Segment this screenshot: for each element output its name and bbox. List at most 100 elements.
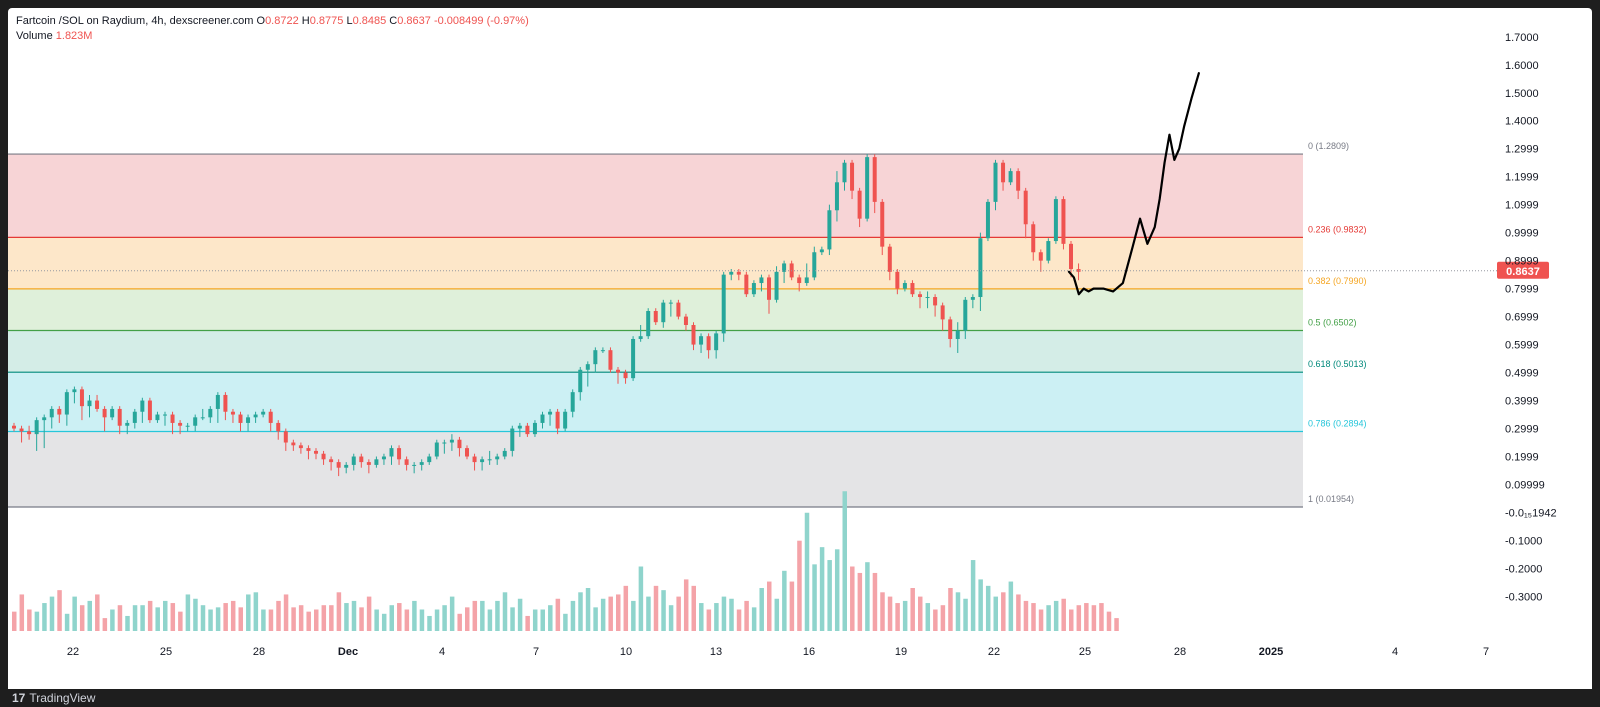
high-value: 0.8775: [309, 15, 344, 27]
volume-bar: [27, 609, 32, 631]
candle-body: [329, 459, 334, 463]
candle-body: [963, 299, 968, 331]
candle-body: [465, 448, 469, 457]
candle-body: [706, 336, 711, 351]
candle-body: [404, 459, 409, 465]
volume-bar: [268, 609, 274, 631]
candle-body: [449, 439, 454, 443]
chart-frame[interactable]: 0 (1.2809) 0.236 (0.9832) 0.382 (0.7990) 0.…: [8, 8, 1592, 696]
volume-bar: [970, 560, 976, 631]
tradingview-logo[interactable]: 17 TradingView: [12, 691, 95, 705]
volume-bar: [147, 600, 153, 631]
volume-bar: [985, 585, 991, 631]
price-tick-label: 1.5000: [1505, 88, 1539, 100]
candle-body: [985, 201, 990, 239]
volume-bar: [427, 615, 432, 631]
candle-body: [351, 456, 356, 465]
time-tick-label: 2025: [1259, 646, 1283, 658]
volume-bar: [978, 579, 983, 631]
volume-bar: [1053, 600, 1059, 631]
candle-body: [933, 297, 938, 306]
volume-bar: [1091, 605, 1097, 631]
volume-bar: [185, 594, 191, 631]
fib-label: 0.236 (0.9832): [1308, 224, 1367, 234]
volume-bar: [661, 590, 666, 631]
volume-bar: [729, 598, 734, 631]
volume-bar: [910, 588, 915, 631]
candle-body: [253, 414, 258, 418]
candle-body: [646, 311, 651, 337]
candle-body: [155, 414, 160, 421]
volume-bar: [49, 596, 55, 631]
volume-bar: [948, 588, 953, 631]
volume-bar: [736, 609, 742, 631]
candle-body: [948, 319, 953, 339]
candle-body: [215, 394, 220, 409]
candle-body: [812, 252, 817, 278]
volume-bar: [1001, 592, 1006, 631]
volume-bar: [306, 611, 311, 631]
volume-bar: [623, 585, 629, 631]
candle-body: [555, 411, 560, 429]
candle-body: [759, 277, 764, 284]
price-tick-label: 0.9999: [1505, 228, 1539, 240]
volume-bar: [555, 598, 561, 631]
candle-body: [540, 414, 545, 423]
candle-body: [110, 408, 115, 418]
candle-body: [895, 271, 900, 289]
candle-body: [827, 210, 832, 250]
candle-body: [200, 417, 205, 419]
candle-body: [298, 445, 303, 449]
volume-bar: [517, 598, 523, 631]
volume-bar: [616, 594, 621, 631]
volume-bar: [812, 564, 817, 631]
volume-bar: [79, 605, 85, 631]
volume-bar: [857, 572, 863, 631]
price-tick-label: 0.2999: [1505, 424, 1539, 436]
candle-body: [64, 392, 69, 415]
candle-body: [751, 283, 756, 295]
volume-bar: [208, 609, 213, 631]
high-label: H: [301, 15, 310, 27]
volume-bar: [329, 605, 334, 631]
candle-body: [744, 274, 749, 295]
volume-bar: [940, 605, 946, 631]
volume-bar: [170, 603, 176, 631]
volume-bar: [1023, 600, 1029, 631]
candle-body: [132, 411, 137, 423]
volume-bar: [532, 609, 538, 631]
volume-bar: [253, 592, 259, 631]
candle-body: [381, 456, 386, 460]
volume-bar: [880, 592, 885, 631]
volume-bar: [502, 592, 508, 631]
candle-body: [510, 428, 515, 451]
candle-body: [283, 431, 288, 443]
candle-body: [434, 442, 439, 457]
candle-body: [850, 162, 855, 191]
volume-bar: [963, 598, 968, 631]
volume-bar: [1084, 603, 1089, 631]
volume-bar: [653, 585, 659, 631]
candle-body: [140, 400, 145, 412]
fib-label: 0.5 (0.6502): [1308, 318, 1357, 328]
chart-canvas[interactable]: 0 (1.2809) 0.236 (0.9832) 0.382 (0.7990) 0.…: [8, 8, 1592, 696]
candle-body: [276, 422, 281, 432]
volume-bar: [495, 600, 500, 631]
price-tick-label: 0.3999: [1505, 396, 1539, 408]
chart-legend: Fartcoin /SOL on Raydium, 4h, dexscreene…: [16, 14, 529, 44]
candle-body: [691, 324, 696, 345]
candle-body: [95, 400, 100, 409]
volume-bar: [487, 609, 493, 631]
candle-body: [834, 182, 839, 211]
time-tick-label: 10: [620, 646, 632, 658]
close-value: 0.8637: [397, 15, 431, 27]
footer-bar: 17 TradingView: [0, 689, 1600, 707]
price-tick-label: -0.1000: [1505, 535, 1542, 547]
volume-bar: [238, 607, 243, 631]
tradingview-icon: 17: [12, 691, 26, 705]
time-tick-label: 4: [439, 646, 445, 658]
fib-zone: [8, 431, 1303, 508]
volume-bar: [668, 605, 674, 631]
candle-body: [457, 439, 462, 449]
volume-bar: [585, 588, 591, 631]
